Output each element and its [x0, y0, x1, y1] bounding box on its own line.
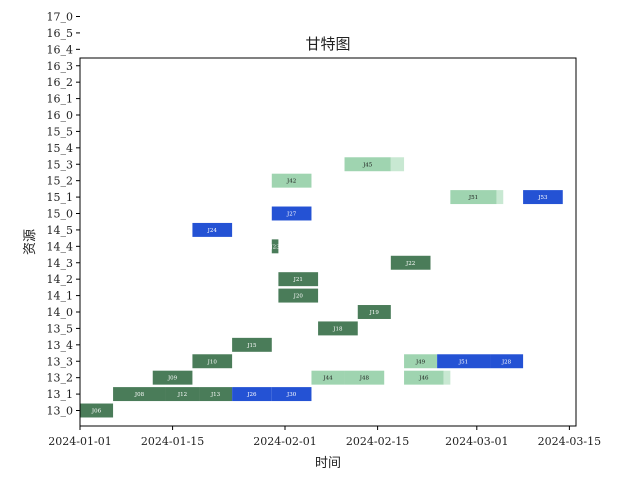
task-bar	[165, 387, 200, 402]
y-tick-label: 15_2	[47, 175, 74, 188]
y-tick-label: 13_5	[47, 322, 74, 335]
task-label: J49	[415, 359, 426, 365]
task-label: J30	[286, 392, 297, 398]
y-tick-label: 16_2	[47, 76, 74, 89]
task-bar	[80, 403, 114, 418]
task-bar	[437, 354, 491, 369]
task-bar	[152, 370, 193, 385]
y-tick-label: 14_1	[47, 290, 74, 303]
task-label: J24	[207, 228, 218, 234]
y-tick-label: 16_1	[47, 93, 74, 106]
task-bar	[232, 337, 272, 352]
task-label: J22	[405, 261, 415, 267]
y-tick-label: 15_0	[47, 208, 74, 221]
y-tick-label: 16_4	[47, 43, 74, 56]
task-label: J42	[286, 179, 296, 185]
task-bar	[344, 370, 385, 385]
task-bar	[496, 190, 504, 205]
task-bar	[278, 288, 319, 303]
y-tick-label: 13_0	[47, 405, 74, 418]
task-bar	[192, 222, 233, 237]
y-tick-label: 13_1	[47, 388, 74, 401]
task-label: J51	[458, 359, 468, 365]
task-bar	[357, 305, 391, 319]
task-label: J08	[134, 392, 145, 398]
y-tick-label: 14_3	[47, 257, 74, 270]
task-label: J28	[501, 359, 512, 365]
x-axis-ticks: 2024-01-01 2024-01-15 2024-02-01 2024-02-15…	[48, 426, 601, 448]
task-label: J48	[359, 376, 370, 382]
x-tick-label: 2024-03-15	[538, 435, 601, 448]
y-tick-label: 15_1	[47, 191, 74, 204]
plot-frame	[79, 57, 577, 427]
x-tick-label: 2024-02-15	[346, 435, 409, 448]
task-bar	[278, 272, 319, 287]
y-tick-label: 14_5	[47, 224, 74, 237]
task-label: J12	[177, 392, 187, 398]
task-bar	[450, 190, 497, 205]
x-axis-label: 时间	[315, 456, 341, 471]
task-bars: J06 J08 J12 J13 J26 J30 J09 J44 J48 J46 J10 J49 J51 J…	[80, 157, 563, 418]
y-tick-label: 14_2	[47, 273, 74, 286]
task-label: J53	[537, 195, 548, 201]
y-axis-ticks: 13_0 13_1 13_2 13_3 13_4 13_5 14_0 14_1 14_2 14_3…	[47, 11, 80, 418]
y-axis-label: 资源	[23, 229, 38, 255]
task-label: J26	[246, 392, 257, 398]
task-label: J13	[210, 392, 221, 398]
task-bar	[232, 387, 272, 402]
task-bar	[523, 190, 563, 205]
x-tick-label: 2024-01-15	[141, 435, 204, 448]
y-tick-label: 14_0	[47, 306, 74, 319]
task-label: J18	[332, 326, 343, 332]
task-bar	[271, 387, 312, 402]
task-label: J27	[286, 212, 297, 218]
task-bar	[113, 387, 166, 402]
task-label: J51	[468, 195, 478, 201]
task-bar	[490, 354, 524, 369]
y-tick-label: 15_5	[47, 125, 74, 138]
task-bar	[271, 239, 279, 254]
x-tick-label: 2024-02-01	[253, 435, 316, 448]
task-bar	[404, 354, 438, 369]
task-label: J21	[293, 277, 303, 283]
task-bar	[199, 387, 233, 402]
task-bar	[311, 370, 345, 385]
y-tick-label: 14_4	[47, 240, 74, 253]
x-tick-label: 2024-01-01	[48, 435, 111, 448]
task-label: J45	[362, 162, 373, 168]
task-label: J20	[293, 294, 304, 300]
y-tick-label: 16_5	[47, 27, 74, 40]
y-tick-label: 16_3	[47, 60, 74, 73]
task-bar	[404, 370, 444, 385]
task-label: J10	[207, 359, 218, 365]
chart-title: 甘特图	[305, 35, 350, 53]
y-tick-label: 13_2	[47, 372, 74, 385]
x-tick-label: 2024-03-01	[445, 435, 508, 448]
y-tick-label: 13_4	[47, 339, 74, 352]
task-bar	[344, 157, 391, 172]
task-label: J09	[167, 376, 178, 382]
y-tick-label: 13_3	[47, 355, 74, 368]
task-label: J23	[269, 244, 280, 250]
task-label: J19	[369, 310, 380, 316]
task-bar	[318, 321, 358, 336]
y-tick-label: 15_4	[47, 142, 74, 155]
task-bar	[390, 255, 431, 270]
y-tick-label: 15_3	[47, 158, 74, 171]
task-label: J15	[246, 343, 257, 349]
y-tick-label: 16_0	[47, 109, 74, 122]
task-bar	[443, 370, 451, 385]
y-tick-label: 17_0	[47, 11, 74, 24]
task-bar	[192, 354, 233, 369]
task-label: J46	[418, 376, 429, 382]
task-bar	[390, 157, 405, 172]
task-bar	[271, 173, 312, 188]
task-label: J06	[91, 409, 102, 415]
task-label: J44	[322, 376, 333, 382]
task-bar	[271, 206, 312, 221]
